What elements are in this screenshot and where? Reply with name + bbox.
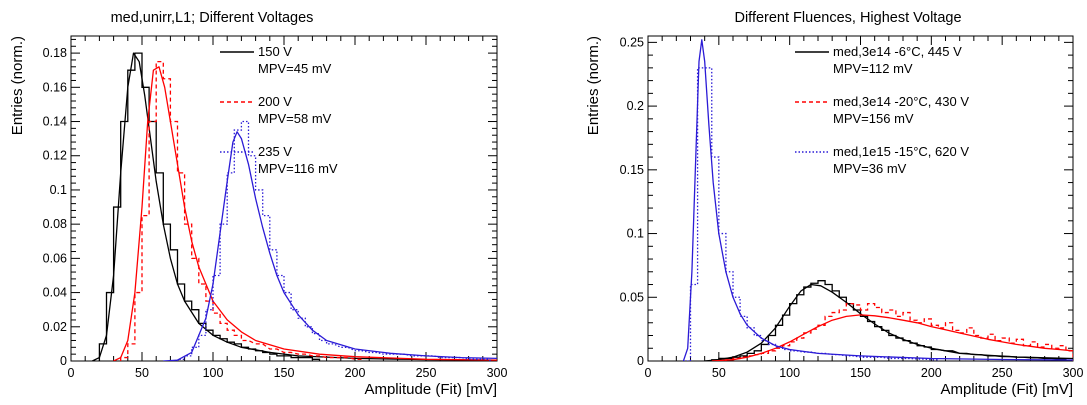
chart-1: med,unirr,L1; Different Voltages 0 50 100 15… xyxy=(9,10,507,398)
legend-label-2: 200 V xyxy=(258,94,292,109)
y-axis-title: Entries (norm.) xyxy=(585,36,602,135)
y-tick-label: 0.06 xyxy=(43,251,67,265)
x-axis-title: Amplitude (Fit) [mV] xyxy=(940,381,1073,398)
chart-title: med,unirr,L1; Different Voltages xyxy=(111,10,314,26)
y-tick-label: 0 xyxy=(637,354,644,368)
legend-mpv-2: MPV=156 mV xyxy=(833,111,914,126)
series-3-fit-curve xyxy=(682,39,1073,361)
x-tick-label: 200 xyxy=(345,366,366,380)
series-1-fit-curve xyxy=(92,52,497,361)
legend-mpv-3: MPV=116 mV xyxy=(258,161,338,176)
x-tick-label: 150 xyxy=(274,366,295,380)
x-tick-label: 300 xyxy=(1063,366,1084,380)
y-tick-label: 0.16 xyxy=(43,80,67,94)
legend-label-3: med,1e15 -15°C, 620 V xyxy=(833,144,969,159)
legend-label-1: med,3e14 -6°C, 445 V xyxy=(833,44,962,59)
y-tick-label: 0.05 xyxy=(620,290,644,304)
x-tick-label: 250 xyxy=(416,366,437,380)
legend-label-1: 150 V xyxy=(258,44,292,59)
plot-area xyxy=(92,52,497,361)
y-tick-label: 0.08 xyxy=(43,217,67,231)
series-3-histogram xyxy=(176,120,491,361)
legend-mpv-1: MPV=112 mV xyxy=(833,61,913,76)
series-3-histogram xyxy=(683,67,940,361)
series-1-histogram xyxy=(704,280,1067,361)
y-tick-label: 0.2 xyxy=(627,99,644,113)
x-tick-label: 0 xyxy=(68,366,75,380)
series-2-fit-curve xyxy=(711,314,1073,361)
y-tick-label: 0.04 xyxy=(43,286,67,300)
y-tick-label: 0.1 xyxy=(50,183,67,197)
legend-mpv-2: MPV=58 mV xyxy=(258,111,332,126)
x-tick-label: 150 xyxy=(850,366,871,380)
y-tick-label: 0 xyxy=(60,354,67,368)
y-tick-label: 0.12 xyxy=(43,149,67,163)
series-1-histogram xyxy=(98,52,321,361)
legend-mpv-3: MPV=36 mV xyxy=(833,161,907,176)
x-tick-label: 250 xyxy=(992,366,1013,380)
series-2-fit-curve xyxy=(113,66,497,361)
y-tick-label: 0.18 xyxy=(43,46,67,60)
legend-label-3: 235 V xyxy=(258,144,292,159)
legend-label-2: med,3e14 -20°C, 430 V xyxy=(833,94,969,109)
legend-mpv-1: MPV=45 mV xyxy=(258,61,332,76)
x-tick-label: 0 xyxy=(645,366,652,380)
y-tick-label: 0.15 xyxy=(620,163,644,177)
plot-frame xyxy=(70,35,498,362)
chart-title: Different Fluences, Highest Voltage xyxy=(734,10,961,26)
x-tick-label: 300 xyxy=(487,366,508,380)
x-tick-label: 200 xyxy=(921,366,942,380)
x-tick-label: 100 xyxy=(779,366,800,380)
y-tick-label: 0.02 xyxy=(43,320,67,334)
y-tick-label: 0.14 xyxy=(43,115,67,129)
x-tick-label: 50 xyxy=(135,366,149,380)
y-axis-title: Entries (norm.) xyxy=(9,36,26,135)
series-2-histogram xyxy=(120,61,363,361)
plot-area xyxy=(682,39,1073,361)
x-tick-label: 50 xyxy=(712,366,726,380)
y-tick-label: 0.25 xyxy=(620,35,644,49)
x-tick-label: 100 xyxy=(203,366,224,380)
y-tick-label: 0.1 xyxy=(627,227,644,241)
x-axis-title: Amplitude (Fit) [mV] xyxy=(364,381,497,398)
chart-2: Different Fluences, Highest Voltage 0 50 10… xyxy=(585,10,1083,398)
series-1-fit-curve xyxy=(704,283,1073,361)
series-3-fit-curve xyxy=(163,131,497,361)
